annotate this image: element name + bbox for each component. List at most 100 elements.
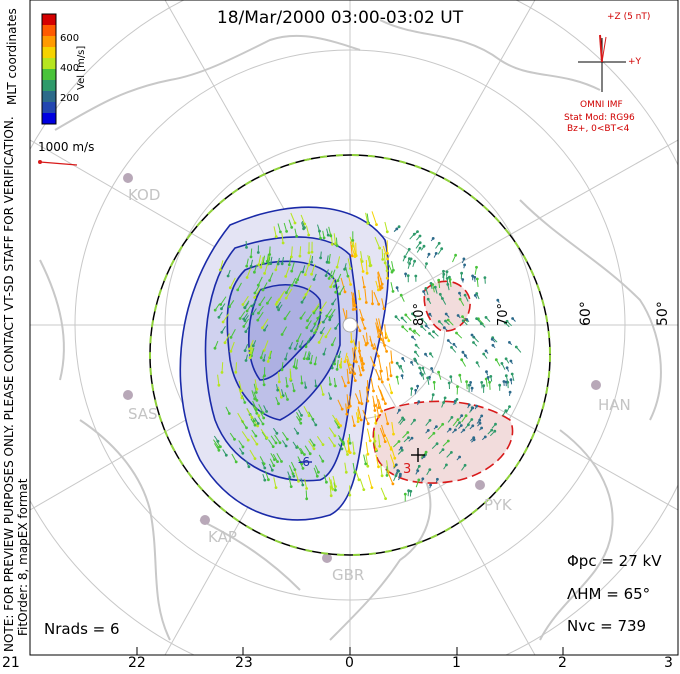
vector-line <box>430 283 433 290</box>
vector-line <box>295 359 298 369</box>
vector-line <box>462 320 468 326</box>
vector-line <box>264 263 269 274</box>
vector-line <box>305 225 310 236</box>
vector-line <box>333 233 336 244</box>
vector-line <box>365 259 368 274</box>
vector-line <box>416 247 421 253</box>
vector-line <box>259 410 265 419</box>
vector-line <box>252 308 257 315</box>
fit-order-notice: FitOrder: 8, mapEX format <box>16 478 30 636</box>
vector-line <box>400 366 404 373</box>
imf-clock-dial <box>578 34 626 92</box>
vector-line <box>335 417 342 426</box>
vector-line <box>314 325 320 334</box>
vector-line <box>311 324 316 332</box>
vector-line <box>485 350 489 354</box>
vector-line <box>410 419 415 426</box>
vector-line <box>284 392 288 400</box>
vector-line <box>501 363 506 370</box>
vector-line <box>346 358 351 373</box>
vector-line <box>471 439 475 443</box>
vector-line <box>299 340 304 347</box>
continent-outlines <box>39 19 662 641</box>
vector-line <box>337 443 343 450</box>
vector-line <box>437 248 443 255</box>
vector-line <box>307 314 313 321</box>
vector-line <box>378 318 383 334</box>
vector-line <box>489 382 491 390</box>
vector-line <box>441 402 445 408</box>
vector-line <box>398 447 402 451</box>
vector-line <box>306 320 312 328</box>
vector-line <box>252 400 257 410</box>
vector-line <box>336 256 341 268</box>
vector-origin <box>350 254 354 258</box>
vector-line <box>303 288 311 299</box>
vector-line <box>257 416 264 425</box>
vector-line <box>291 261 295 272</box>
vector-line <box>219 260 224 271</box>
vector-line <box>395 470 400 477</box>
vector-line <box>479 427 482 431</box>
vector-line <box>384 412 389 424</box>
vector-line <box>395 316 401 322</box>
vector-line <box>435 479 438 483</box>
vector-line <box>318 332 325 343</box>
vector-line <box>441 298 447 305</box>
vector-line <box>447 417 453 423</box>
colorbar-swatch <box>42 69 56 81</box>
vector-line <box>344 462 347 473</box>
vector-line <box>217 374 220 386</box>
vector-line <box>478 318 485 325</box>
vector-line <box>461 465 466 471</box>
vector-line <box>389 454 395 467</box>
vector-line <box>461 258 465 264</box>
vector-line <box>239 311 246 319</box>
vector-line <box>409 328 416 335</box>
vector-line <box>459 415 463 419</box>
vector-line <box>326 255 329 263</box>
magnetic-pole <box>342 317 358 333</box>
vector-line <box>351 415 355 426</box>
vector-line <box>238 380 242 391</box>
vector-line <box>238 440 244 448</box>
vector-line <box>262 376 265 385</box>
vector-origin <box>330 242 334 246</box>
vector-line <box>421 478 424 482</box>
vector-line <box>292 382 295 391</box>
vector-line <box>437 423 444 431</box>
vector-line <box>273 226 277 237</box>
vector-line <box>301 220 305 228</box>
vector-line <box>461 415 467 423</box>
vector-line <box>425 288 429 296</box>
vector-line <box>381 424 386 436</box>
vector-line <box>265 470 269 480</box>
vector-line <box>254 285 260 294</box>
vector-line <box>326 308 333 317</box>
vector-line <box>287 471 291 478</box>
vector-line <box>314 356 317 365</box>
vector-line <box>474 267 477 275</box>
vector-line <box>350 244 356 257</box>
vector-line <box>299 246 302 257</box>
vector-line <box>348 433 351 444</box>
vector-line <box>458 425 462 430</box>
vector-line <box>386 470 394 485</box>
vector-line <box>311 418 317 426</box>
vector-line <box>355 412 359 422</box>
vector-line <box>415 242 421 249</box>
vector-line <box>244 344 249 351</box>
vector-line <box>269 458 275 466</box>
vector-line <box>509 342 513 346</box>
vector-line <box>346 368 349 383</box>
vector-line <box>308 411 314 420</box>
vector-line <box>277 386 282 398</box>
vector-line <box>252 404 258 414</box>
vector-line <box>277 257 280 265</box>
vector-line <box>361 276 365 288</box>
vector-line <box>367 474 373 488</box>
vector-line <box>378 434 381 447</box>
vector-line <box>249 339 254 350</box>
map-title: 18/Mar/2000 03:00-03:02 UT <box>216 8 464 28</box>
vector-line <box>351 364 356 374</box>
